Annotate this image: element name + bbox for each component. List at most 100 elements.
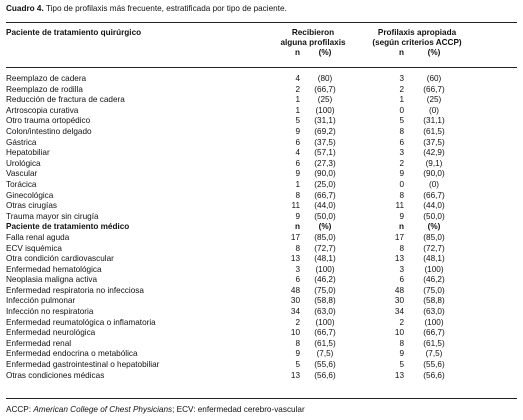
cell: (100) xyxy=(315,105,335,115)
cell: (25) xyxy=(317,95,333,105)
cell: 2 xyxy=(399,317,404,327)
cell: (%) xyxy=(427,222,441,232)
row-label: Torácica xyxy=(6,179,37,189)
cell: (61,5) xyxy=(314,338,336,348)
row-label: Infección pulmonar xyxy=(6,296,76,306)
cell: 3 xyxy=(399,148,404,158)
table-row: Otras cirugías 11 (44,0) 11 (44,0) xyxy=(6,201,517,212)
subheader-row: n (%) n (%) xyxy=(6,48,517,59)
row-label: Ginecológica xyxy=(6,190,54,200)
cell: (80) xyxy=(317,74,333,83)
cell: 1 xyxy=(295,105,300,115)
cell: 13 xyxy=(290,370,300,380)
section-row: Paciente de tratamiento médico n (%) n (%) xyxy=(6,222,517,233)
rule xyxy=(6,398,517,399)
cell: (44,0) xyxy=(423,201,445,211)
cell: 4 xyxy=(295,74,300,83)
cell: 8 xyxy=(295,190,300,200)
group-header: Paciente de tratamiento quirúrgico xyxy=(6,28,142,37)
footnote-abbr: ACCP: xyxy=(6,405,32,414)
cell: (66,7) xyxy=(423,190,445,200)
table-row: Enfermedad gastrointestinal o hepatobili… xyxy=(6,360,517,371)
rule xyxy=(6,67,517,68)
cell: (100) xyxy=(424,317,444,327)
row-label: Enfermedad respiratoria no infecciosa xyxy=(6,285,144,295)
cell: (90,0) xyxy=(423,169,445,179)
table-row: Torácica 1 (25,0) 0 (0) xyxy=(6,180,517,191)
cell: (46,2) xyxy=(314,275,336,285)
cell: 1 xyxy=(399,95,404,105)
table-row: Reemplazo de cadera 4 (80) 3 (60) xyxy=(6,74,517,85)
cell: (7,5) xyxy=(425,349,443,359)
table-row: Hepatobiliar 4 (57,1) 3 (42,9) xyxy=(6,148,517,159)
cell: 34 xyxy=(394,307,404,317)
cell: (85,0) xyxy=(314,232,336,242)
table-row: Vascular 9 (90,0) 9 (90,0) xyxy=(6,169,517,180)
table-body: Reemplazo de cadera 4 (80) 3 (60) Reemplazo d… xyxy=(6,74,517,381)
cell: 30 xyxy=(290,296,300,306)
cell: (55,6) xyxy=(314,360,336,370)
cell: 3 xyxy=(399,264,404,274)
cell: (66,7) xyxy=(423,84,445,94)
footnote-sep: ; xyxy=(172,405,175,414)
cell: (72,7) xyxy=(423,243,445,253)
row-label: Hepatobiliar xyxy=(6,148,50,158)
cell: 8 xyxy=(399,126,404,136)
row-label: Reemplazo de cadera xyxy=(6,74,87,83)
table-row: Reducción de fractura de cadera 1 (25) 1 (25… xyxy=(6,95,517,106)
cell: 8 xyxy=(399,190,404,200)
row-label: Enfermedad gastrointestinal o hepatobili… xyxy=(6,360,160,370)
table-row: Enfermedad respiratoria no infecciosa 48 (… xyxy=(6,286,517,297)
cell: (63,0) xyxy=(423,307,445,317)
cell: (72,7) xyxy=(314,243,336,253)
table-row: Ginecológica 8 (66,7) 8 (66,7) xyxy=(6,191,517,202)
cell: 5 xyxy=(295,360,300,370)
cell: (9,1) xyxy=(425,158,443,168)
cell: 8 xyxy=(399,338,404,348)
row-label: Urológica xyxy=(6,158,41,168)
row-label: Vascular xyxy=(6,169,38,179)
cell: 1 xyxy=(295,95,300,105)
cell: (46,2) xyxy=(423,275,445,285)
cell: 9 xyxy=(399,211,404,221)
cell: (90,0) xyxy=(314,169,336,179)
cell: 9 xyxy=(295,349,300,359)
row-label: Enfermedad renal xyxy=(6,338,72,348)
cell: (50,0) xyxy=(314,211,336,221)
table-row: Trauma mayor sin cirugía 9 (50,0) 9 (50,0) xyxy=(6,212,517,223)
row-label: ECV isquémica xyxy=(6,243,62,253)
cell: (37,5) xyxy=(423,137,445,147)
row-label: Otra condición cardiovascular xyxy=(6,254,114,264)
table-row: Enfermedad endocrina o metabólica 9 (7,5) 9… xyxy=(6,349,517,360)
cell: 2 xyxy=(295,317,300,327)
row-label: Colon/intestino delgado xyxy=(6,126,92,136)
table-row: Infección no respiratoria 34 (63,0) 34 (63,0… xyxy=(6,307,517,318)
row-label: Artroscopia curativa xyxy=(6,105,79,115)
footnote: ACCP: American College of Chest Physicia… xyxy=(6,405,305,414)
header-row: Paciente de tratamiento quirúrgico Recib… xyxy=(6,28,517,48)
cell: (69,2) xyxy=(314,126,336,136)
subheader: n xyxy=(398,48,404,57)
row-label: Otras cirugías xyxy=(6,201,57,211)
cell: 10 xyxy=(394,328,404,338)
cell: 34 xyxy=(290,307,300,317)
cell: 17 xyxy=(290,232,300,242)
table-row: Falla renal aguda 17 (85,0) 17 (85,0) xyxy=(6,233,517,244)
cell: (60) xyxy=(426,74,442,83)
table-row: Gástrica 6 (37,5) 6 (37,5) xyxy=(6,138,517,149)
cell: (61,5) xyxy=(423,126,445,136)
cell: 8 xyxy=(295,338,300,348)
cell: 13 xyxy=(394,370,404,380)
cell: (31,1) xyxy=(314,116,336,126)
cell: (0) xyxy=(428,105,439,115)
cell: 0 xyxy=(399,179,404,189)
cell: 8 xyxy=(399,243,404,253)
row-label: Otro trauma ortopédico xyxy=(6,116,91,126)
cell: (48,1) xyxy=(314,254,336,264)
col1-header: Recibieron alguna profilaxis xyxy=(280,28,346,47)
cell: 5 xyxy=(295,116,300,126)
cell: (66,7) xyxy=(314,84,336,94)
cell: (56,6) xyxy=(314,370,336,380)
cell: (%) xyxy=(318,222,332,232)
cell: 1 xyxy=(295,179,300,189)
